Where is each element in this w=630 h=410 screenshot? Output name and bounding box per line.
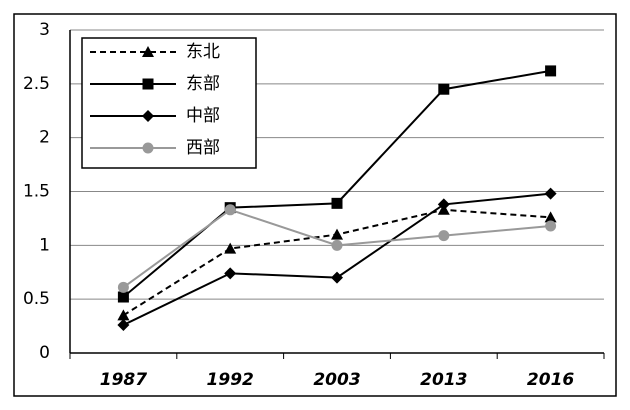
data-point [331, 239, 343, 251]
legend-marker [142, 46, 154, 57]
data-point [331, 197, 343, 209]
y-tick-label: 3 [39, 20, 50, 40]
y-tick-label: 2.5 [23, 74, 50, 94]
data-point [544, 211, 557, 223]
x-tick-label: 1992 [207, 370, 254, 390]
data-point [545, 65, 557, 77]
data-point [117, 309, 130, 321]
legend-marker [142, 110, 154, 122]
legend-label: 东北 [186, 42, 220, 62]
data-point [224, 242, 237, 254]
legend-marker [142, 78, 154, 90]
x-tick-label: 1987 [100, 370, 147, 390]
data-point [117, 281, 129, 293]
data-point [117, 319, 130, 332]
y-tick-label: 1.5 [23, 182, 50, 202]
data-point [438, 230, 450, 242]
data-point [545, 220, 557, 232]
data-point [438, 83, 450, 95]
legend-label: 西部 [186, 138, 220, 158]
data-point [117, 291, 129, 303]
legend-label: 东部 [186, 74, 220, 94]
data-point [331, 228, 343, 240]
data-point [224, 267, 237, 280]
data-point [331, 271, 343, 284]
y-tick-label: 2 [39, 128, 50, 148]
y-tick-label: 0 [39, 343, 50, 363]
legend-marker [142, 142, 154, 154]
data-point [544, 187, 557, 200]
x-tick-label: 2016 [527, 370, 574, 390]
data-point [224, 204, 236, 216]
legend-box [81, 37, 257, 169]
data-point [437, 198, 450, 211]
legend-label: 中部 [186, 106, 220, 126]
y-tick-label: 0.5 [23, 289, 50, 309]
x-tick-label: 2003 [313, 370, 360, 390]
x-tick-label: 2013 [420, 370, 467, 390]
y-tick-label: 1 [39, 235, 50, 255]
